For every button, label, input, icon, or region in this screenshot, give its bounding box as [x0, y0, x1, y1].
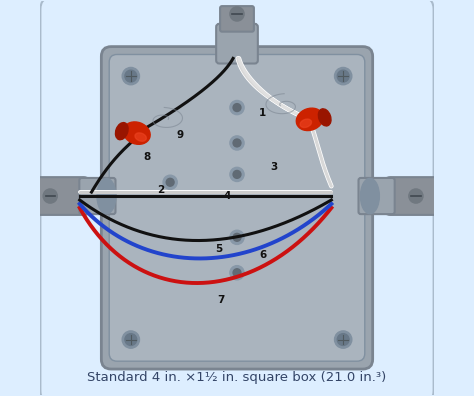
Text: Standard 4 in. ×1½ in. square box (21.0 in.³): Standard 4 in. ×1½ in. square box (21.0 … — [87, 371, 387, 384]
Text: 7: 7 — [218, 295, 225, 305]
Circle shape — [230, 136, 244, 150]
Circle shape — [233, 269, 241, 277]
Circle shape — [230, 168, 244, 181]
Circle shape — [122, 67, 139, 85]
Text: 6: 6 — [259, 250, 266, 260]
Circle shape — [335, 331, 352, 348]
Circle shape — [335, 67, 352, 85]
Circle shape — [233, 104, 241, 112]
Ellipse shape — [319, 109, 331, 126]
Circle shape — [166, 178, 174, 186]
Circle shape — [337, 334, 349, 345]
Circle shape — [43, 189, 57, 203]
Circle shape — [230, 101, 244, 114]
Ellipse shape — [296, 108, 323, 131]
Circle shape — [233, 139, 241, 147]
Text: 9: 9 — [176, 130, 183, 140]
Ellipse shape — [135, 133, 146, 141]
Circle shape — [163, 175, 177, 189]
Ellipse shape — [123, 122, 150, 144]
Text: 8: 8 — [143, 152, 150, 162]
FancyBboxPatch shape — [216, 24, 258, 63]
Text: 3: 3 — [271, 162, 278, 171]
Text: 4: 4 — [223, 191, 231, 201]
Ellipse shape — [360, 178, 379, 214]
FancyBboxPatch shape — [358, 178, 395, 214]
FancyBboxPatch shape — [220, 6, 254, 32]
FancyBboxPatch shape — [384, 177, 444, 215]
Text: 5: 5 — [216, 244, 223, 254]
Circle shape — [125, 70, 137, 82]
FancyBboxPatch shape — [101, 47, 373, 369]
Circle shape — [409, 189, 423, 203]
Circle shape — [337, 70, 349, 82]
Circle shape — [230, 7, 244, 21]
Circle shape — [233, 233, 241, 241]
FancyBboxPatch shape — [79, 178, 116, 214]
Ellipse shape — [116, 123, 128, 140]
Circle shape — [233, 170, 241, 178]
Circle shape — [230, 266, 244, 280]
FancyBboxPatch shape — [30, 177, 90, 215]
FancyBboxPatch shape — [40, 0, 434, 396]
Text: 1: 1 — [259, 109, 266, 118]
Ellipse shape — [97, 178, 116, 214]
Circle shape — [122, 331, 139, 348]
Text: 2: 2 — [157, 185, 164, 195]
Ellipse shape — [300, 119, 311, 128]
Circle shape — [230, 230, 244, 244]
FancyBboxPatch shape — [109, 55, 365, 361]
Circle shape — [125, 334, 137, 345]
